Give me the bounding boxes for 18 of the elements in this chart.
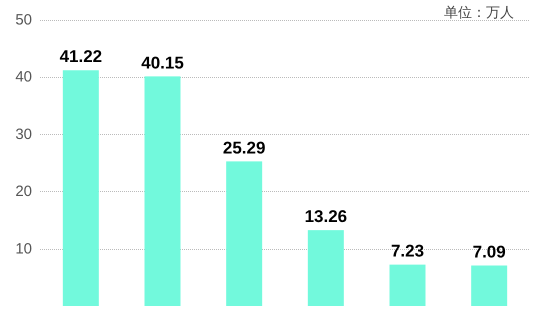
bar xyxy=(471,265,508,306)
bar xyxy=(390,264,426,306)
bar xyxy=(62,70,99,306)
bar xyxy=(308,230,344,306)
y-tick-label: 20 xyxy=(15,183,32,200)
y-tick-label: 50 xyxy=(15,12,32,28)
data-label: 7.09 xyxy=(472,242,506,262)
data-label: 41.22 xyxy=(60,47,102,66)
y-tick-label: 30 xyxy=(15,126,32,143)
y-tick-label: 10 xyxy=(15,240,32,258)
bar xyxy=(144,76,180,306)
annotation: 单位：万人 xyxy=(444,5,514,21)
data-label: 13.26 xyxy=(304,207,348,226)
bar xyxy=(226,161,262,306)
y-tick-label: 40 xyxy=(15,68,32,86)
data-label: 25.29 xyxy=(222,138,266,158)
data-label: 40.15 xyxy=(141,53,184,72)
data-label: 7.23 xyxy=(390,242,424,261)
